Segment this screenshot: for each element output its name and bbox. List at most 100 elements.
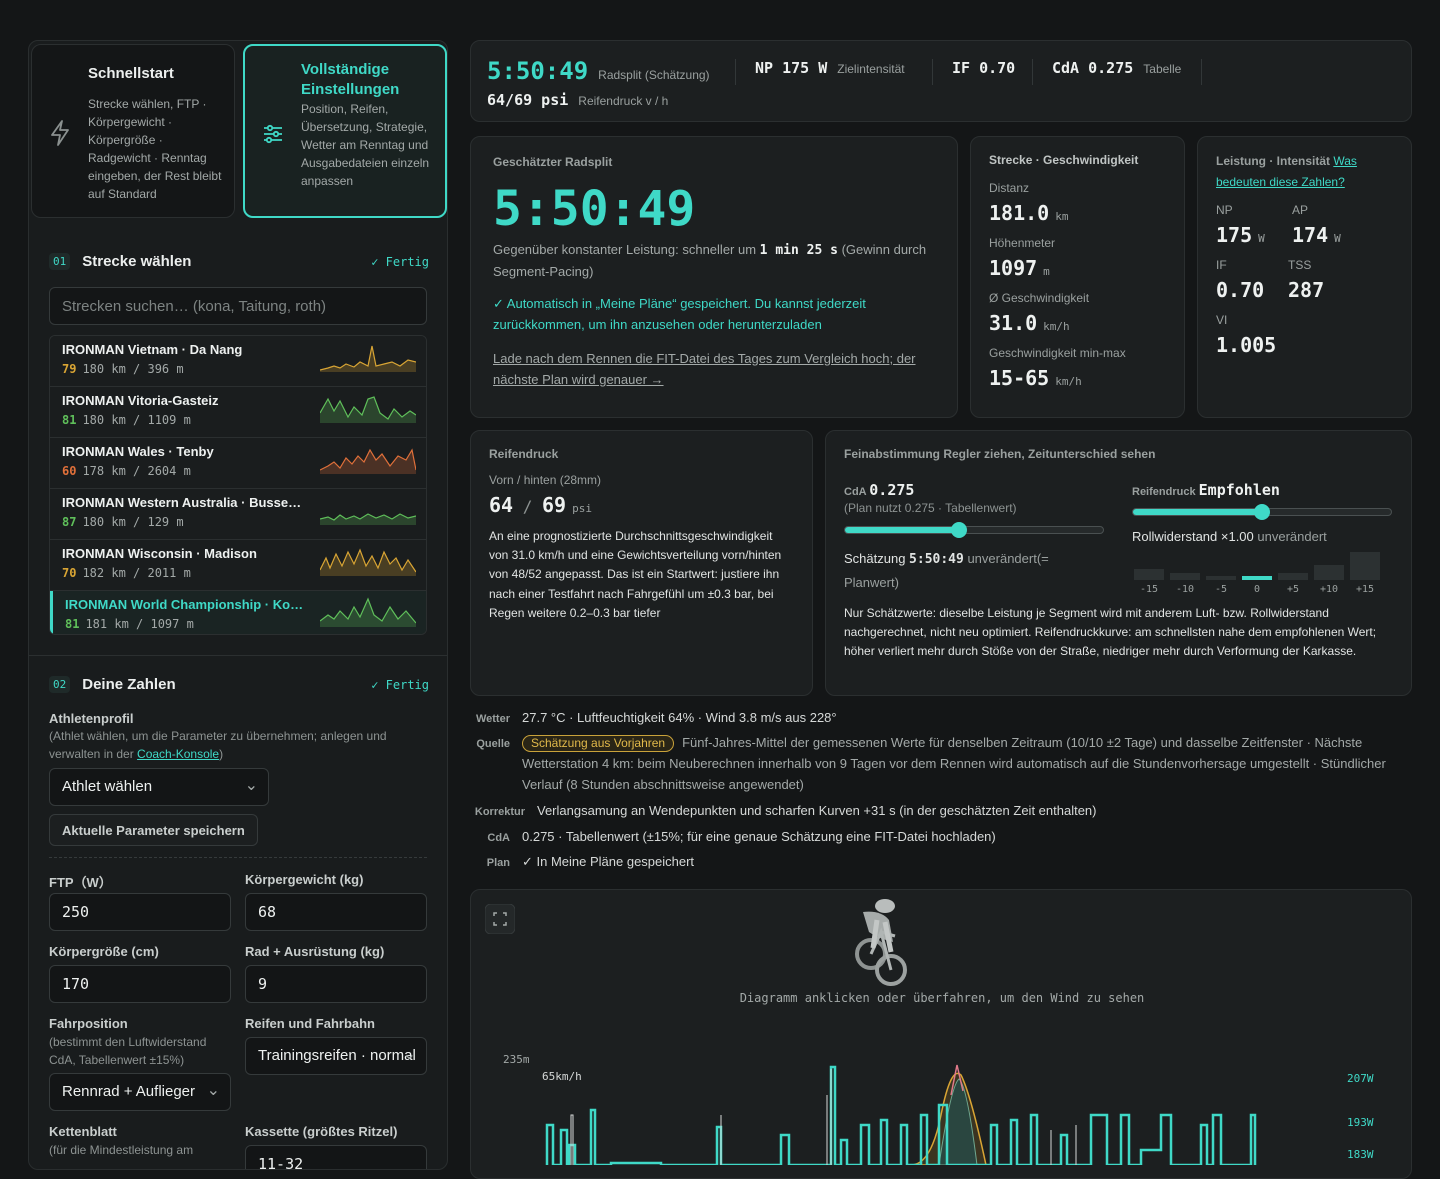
route-title: Strecke · Geschwindigkeit	[989, 153, 1139, 167]
numbers-help-link[interactable]: Was bedeuten diese Zahlen?	[1216, 154, 1357, 189]
curve-bar	[1170, 573, 1200, 580]
mode-full-settings[interactable]: Vollständige Einstellungen Position, Rei…	[243, 44, 447, 218]
summary-tire-pressure: 64/69 psi Reifendruck v / h	[487, 91, 669, 109]
if-value: 0.70	[1216, 278, 1265, 302]
divider	[49, 857, 427, 858]
correction-row: Korrektur Verlangsamung an Wendepunkten u…	[474, 803, 1097, 818]
source-badge: Schätzung aus Vorjahren	[522, 735, 675, 752]
split-card: Geschätzter Radsplit 5:50:49 Gegenüber k…	[470, 136, 958, 418]
save-params-button[interactable]: Aktuelle Parameter speichern	[49, 814, 258, 846]
course-name: IRONMAN Vietnam · Da Nang	[62, 342, 243, 357]
tick-label: -10	[1175, 584, 1195, 595]
course-meta: 60 178 km / 2604 m	[62, 464, 191, 478]
course-profile-sparkline	[320, 597, 416, 627]
weather-row: Wetter 27.7 °C · Luftfeuchtigkeit 64% · W…	[475, 710, 837, 725]
tire-text: An eine prognostizierte Durchschnittsges…	[489, 529, 782, 620]
tire-pressure-curve	[1134, 552, 1380, 580]
course-list: IRONMAN Vietnam · Da Nang 79 180 km / 396 …	[49, 335, 427, 635]
course-meta: 87 180 km / 129 m	[62, 515, 184, 529]
distance-label: Distanz	[989, 181, 1030, 195]
avg-speed-value: 31.0 km/h	[989, 311, 1070, 335]
weight-input[interactable]: 68	[245, 893, 427, 931]
section-done-badge: ✓ Fertig	[371, 677, 429, 692]
coach-console-link[interactable]: Coach-Konsole	[137, 747, 220, 761]
distance-value: 181.0 km	[989, 201, 1069, 225]
cda-slider-sub: (Plan nutzt 0.275 · Tabellenwert)	[844, 501, 1017, 515]
position-select[interactable]: Rennrad + Auflieger	[49, 1073, 231, 1111]
course-name: IRONMAN Wisconsin · Madison	[62, 546, 257, 561]
speed-series	[570, 1069, 1077, 1165]
vi-label: VI	[1216, 313, 1228, 327]
power-label-3: 183W	[1347, 1148, 1374, 1161]
curve-bar	[1278, 573, 1308, 580]
course-meta: 79 180 km / 396 m	[62, 362, 184, 376]
fit-upload-link[interactable]: Lade nach dem Rennen die FIT-Datei des T…	[493, 351, 916, 387]
height-input[interactable]: 170	[49, 965, 231, 1003]
cassette-input[interactable]: 11-32	[245, 1145, 427, 1169]
course-profile-sparkline	[320, 513, 416, 525]
course-item[interactable]: IRONMAN World Championship · Ko… 81 181 km…	[50, 591, 426, 634]
cda-slider[interactable]	[844, 522, 1104, 538]
course-meta: 81 180 km / 1109 m	[62, 413, 191, 427]
mode-title: Vollständige Einstellungen	[301, 61, 400, 98]
tire-sub: Vorn / hinten (28mm)	[489, 473, 602, 487]
tire-road-select[interactable]: Trainingsreifen · normal	[245, 1037, 427, 1075]
height-label: Körpergröße (cm)	[49, 944, 159, 959]
course-profile-sparkline	[320, 396, 416, 423]
section-number: 02	[49, 676, 71, 693]
course-search-input[interactable]: Strecken suchen… (kona, Taitung, roth)	[49, 287, 427, 325]
tick-label: +5	[1286, 584, 1300, 595]
position-sub: (bestimmt den Luftwiderstand CdA, Tabell…	[49, 1035, 207, 1067]
source-row: Quelle Schätzung aus Vorjahren Fünf-Jahres…	[476, 735, 1386, 792]
athlete-select[interactable]: Athlet wählen	[49, 768, 269, 806]
weight-label: Körpergewicht (kg)	[245, 872, 364, 887]
speed-range-label: Geschwindigkeit min-max	[989, 346, 1126, 360]
bike-weight-input[interactable]: 9	[245, 965, 427, 1003]
course-score: 79	[62, 362, 77, 376]
slider-handle[interactable]	[1254, 504, 1270, 520]
chainring-sub: (für die Mindestleistung am	[49, 1143, 194, 1157]
tick-label: +15	[1355, 584, 1375, 595]
tire-card: Reifendruck Vorn / hinten (28mm) 64 / 69…	[470, 430, 813, 696]
course-score: 87	[62, 515, 77, 529]
course-chart-card[interactable]: Diagramm anklicken oder überfahren, um d…	[470, 889, 1412, 1179]
course-item[interactable]: IRONMAN Wisconsin · Madison 70 182 km / 20…	[50, 540, 426, 591]
power-label-1: 207W	[1347, 1072, 1374, 1085]
cyclist-icon	[855, 899, 907, 986]
course-item[interactable]: IRONMAN Western Australia · Busse… 87 180 …	[50, 489, 426, 540]
vi-value: 1.005	[1216, 333, 1277, 357]
elevation-label: Höhenmeter	[989, 236, 1056, 250]
course-score: 60	[62, 464, 77, 478]
speed-range-value: 15-65 km/h	[989, 366, 1082, 390]
divider	[29, 655, 447, 656]
course-item[interactable]: IRONMAN Vietnam · Da Nang 79 180 km / 396 …	[50, 336, 426, 387]
pressure-ticks: -15 -10 -5 0 +5 +10 +15	[1132, 584, 1392, 598]
mode-quickstart[interactable]: Schnellstart Strecke wählen, FTP · Körpe…	[31, 44, 235, 218]
course-profile-sparkline	[320, 448, 416, 474]
course-name: IRONMAN Wales · Tenby	[62, 444, 214, 459]
tick-label: -15	[1139, 584, 1159, 595]
slider-fill	[845, 527, 959, 533]
curve-bar	[1134, 569, 1164, 580]
split-time: 5:50:49	[493, 181, 696, 237]
course-score: 70	[62, 566, 77, 580]
cassette-label: Kassette (größtes Ritzel)	[245, 1124, 398, 1139]
summary-cda: CdA 0.275 Tabelle	[1052, 59, 1182, 77]
position-label: Fahrposition	[49, 1016, 128, 1031]
ftp-input[interactable]: 250	[49, 893, 231, 931]
course-profile-chart[interactable]	[531, 1055, 1341, 1165]
course-item[interactable]: IRONMAN Wales · Tenby 60 178 km / 2604 m	[50, 438, 426, 489]
sidebar: Schnellstart Strecke wählen, FTP · Körpe…	[28, 40, 448, 1170]
elevation-axis-label: 235m	[503, 1053, 530, 1066]
tire-pressure-slider[interactable]	[1132, 504, 1392, 520]
expand-icon[interactable]	[485, 904, 515, 934]
curve-bar	[1242, 576, 1272, 580]
avg-speed-label: Ø Geschwindigkeit	[989, 291, 1090, 305]
section-numbers-header: 02 Deine Zahlen ✓ Fertig	[49, 676, 429, 693]
course-item[interactable]: IRONMAN Vitoria-Gasteiz 81 180 km / 1109 m	[50, 387, 426, 438]
split-title: Geschätzter Radsplit	[493, 155, 613, 169]
course-score: 81	[65, 617, 80, 631]
ftp-label: FTP（W）	[49, 875, 112, 890]
slider-handle[interactable]	[950, 522, 967, 538]
summary-if: IF 0.70	[952, 59, 1016, 77]
